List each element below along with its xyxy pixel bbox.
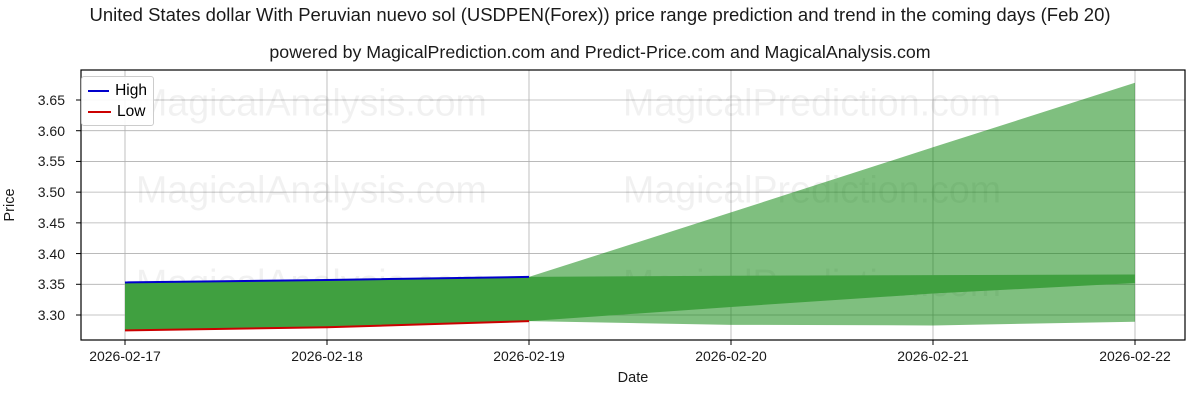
svg-text:MagicalPrediction.com: MagicalPrediction.com: [623, 82, 1001, 124]
svg-text:MagicalAnalysis.com: MagicalAnalysis.com: [136, 82, 487, 124]
svg-text:MagicalAnalysis.com: MagicalAnalysis.com: [136, 169, 487, 211]
